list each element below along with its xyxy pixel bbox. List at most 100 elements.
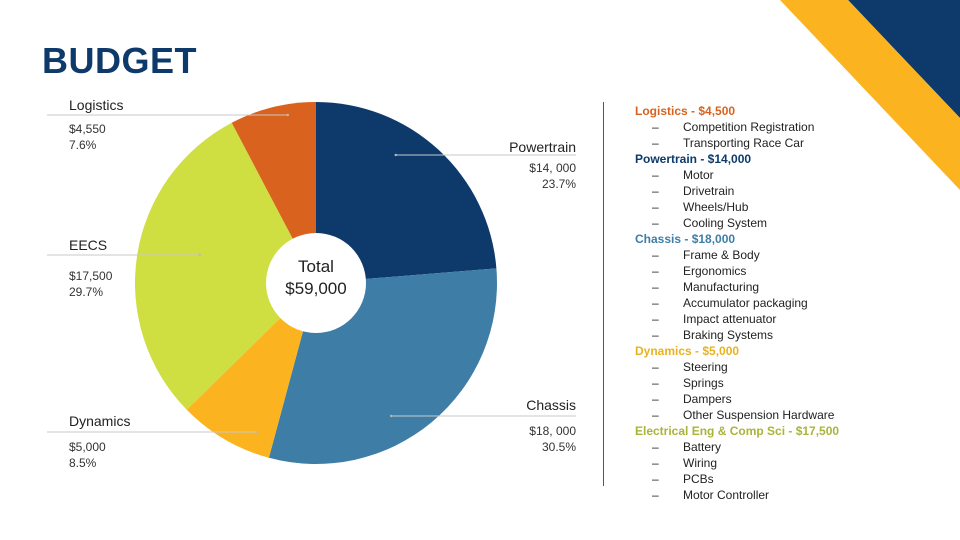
leader-dot-powertrain	[394, 153, 397, 157]
breakdown-item-label: Battery	[683, 440, 722, 454]
dash-bullet: –	[652, 328, 659, 342]
label-eecs-value: $17,500	[69, 269, 113, 283]
dash-bullet: –	[652, 136, 659, 150]
breakdown-heading: Electrical Eng & Comp Sci - $17,500	[635, 424, 840, 438]
breakdown-item-label: PCBs	[683, 472, 714, 486]
breakdown-item-label: Manufacturing	[683, 280, 760, 294]
breakdown-item-label: Wheels/Hub	[683, 200, 749, 214]
breakdown-item: – Motor	[635, 167, 955, 183]
breakdown-item: – Motor Controller	[635, 487, 955, 503]
breakdown-item-label: Dampers	[683, 392, 732, 406]
label-powertrain-name: Powertrain	[509, 139, 576, 155]
dash-bullet: –	[652, 168, 659, 182]
breakdown-item: – Ergonomics	[635, 263, 955, 279]
label-chassis-percent: 30.5%	[541, 440, 576, 454]
breakdown-item-label: Other Suspension Hardware	[683, 408, 835, 422]
slide-title: BUDGET	[42, 40, 197, 81]
breakdown-item: – Dampers	[635, 391, 955, 407]
leader-dot-eecs	[198, 253, 201, 257]
vertical-divider	[603, 102, 604, 486]
slice-dynamics	[186, 283, 316, 458]
breakdown-item-label: Drivetrain	[683, 184, 735, 198]
label-chassis-name: Chassis	[526, 397, 576, 413]
label-powertrain-percent: 23.7%	[541, 177, 576, 191]
donut-center-total: Total $59,000	[266, 256, 366, 300]
breakdown-item-label: Ergonomics	[683, 264, 747, 278]
label-logistics-values: $4,550 7.6%	[69, 121, 106, 153]
dash-bullet: –	[652, 200, 659, 214]
label-eecs-values: $17,500 29.7%	[69, 268, 112, 300]
breakdown-heading: Chassis - $18,000	[635, 232, 736, 246]
label-powertrain-value: $14, 000	[529, 161, 576, 175]
breakdown-item: – PCBs	[635, 471, 955, 487]
dash-bullet: –	[652, 440, 659, 454]
dash-bullet: –	[652, 376, 659, 390]
label-chassis-values: $18, 000 30.5%	[476, 423, 576, 455]
breakdown-heading: Logistics - $4,500	[635, 104, 736, 118]
breakdown-item: – Braking Systems	[635, 327, 955, 343]
breakdown-item-label: Cooling System	[683, 216, 768, 230]
breakdown-item-label: Transporting Race Car	[683, 136, 804, 150]
label-logistics-name: Logistics	[69, 97, 124, 113]
dash-bullet: –	[652, 312, 659, 326]
breakdown-item-label: Impact attenuator	[683, 312, 777, 326]
label-eecs-percent: 29.7%	[69, 285, 104, 299]
breakdown-item: – Wheels/Hub	[635, 199, 955, 215]
breakdown-item: – Other Suspension Hardware	[635, 407, 955, 423]
breakdown-heading: Powertrain - $14,000	[635, 152, 752, 166]
dash-bullet: –	[652, 472, 659, 486]
breakdown-item-label: Frame & Body	[683, 248, 760, 262]
breakdown-item: – Wiring	[635, 455, 955, 471]
dash-bullet: –	[652, 248, 659, 262]
breakdown-item: – Accumulator packaging	[635, 295, 955, 311]
breakdown-item: – Steering	[635, 359, 955, 375]
breakdown-item: – Cooling System	[635, 215, 955, 231]
label-dynamics-name: Dynamics	[69, 413, 131, 429]
dash-bullet: –	[652, 120, 659, 134]
breakdown-item-label: Motor	[683, 168, 714, 182]
leader-dot-chassis	[390, 414, 393, 418]
breakdown-item-label: Braking Systems	[683, 328, 774, 342]
breakdown-item-label: Wiring	[683, 456, 718, 470]
dash-bullet: –	[652, 296, 659, 310]
breakdown-item-label: Steering	[683, 360, 728, 374]
breakdown-item-label: Springs	[683, 376, 724, 390]
dash-bullet: –	[652, 408, 659, 422]
breakdown-item: – Impact attenuator	[635, 311, 955, 327]
dash-bullet: –	[652, 280, 659, 294]
breakdown-item: – Competition Registration	[635, 119, 955, 135]
label-powertrain-values: $14, 000 23.7%	[476, 160, 576, 192]
corner-stripe-yellow	[780, 0, 960, 190]
label-chassis-value: $18, 000	[529, 424, 576, 438]
breakdown-item: – Frame & Body	[635, 247, 955, 263]
dash-bullet: –	[652, 264, 659, 278]
budget-breakdown-list: Logistics - $4,500 – Competition Registrat…	[635, 103, 955, 503]
breakdown-item-label: Motor Controller	[683, 488, 770, 502]
breakdown-item: – Manufacturing	[635, 279, 955, 295]
dash-bullet: –	[652, 488, 659, 502]
slice-powertrain	[316, 102, 497, 283]
breakdown-item: – Transporting Race Car	[635, 135, 955, 151]
breakdown-item-label: Competition Registration	[683, 120, 815, 134]
label-logistics-percent: 7.6%	[69, 138, 97, 152]
breakdown-item: – Drivetrain	[635, 183, 955, 199]
slice-eecs	[134, 122, 316, 410]
donut-hole	[266, 233, 366, 333]
dash-bullet: –	[652, 360, 659, 374]
label-dynamics-values: $5,000 8.5%	[69, 439, 106, 471]
label-dynamics-value: $5,000	[69, 440, 106, 454]
breakdown-item: – Springs	[635, 375, 955, 391]
breakdown-item-label: Accumulator packaging	[683, 296, 808, 310]
leader-dot-dynamics	[255, 430, 258, 434]
label-dynamics-percent: 8.5%	[69, 456, 97, 470]
dash-bullet: –	[652, 392, 659, 406]
center-total-value: $59,000	[285, 279, 347, 298]
dash-bullet: –	[652, 216, 659, 230]
label-eecs-name: EECS	[69, 237, 108, 253]
dash-bullet: –	[652, 184, 659, 198]
dash-bullet: –	[652, 456, 659, 470]
breakdown-heading: Dynamics - $5,000	[635, 344, 740, 358]
breakdown-item: – Battery	[635, 439, 955, 455]
